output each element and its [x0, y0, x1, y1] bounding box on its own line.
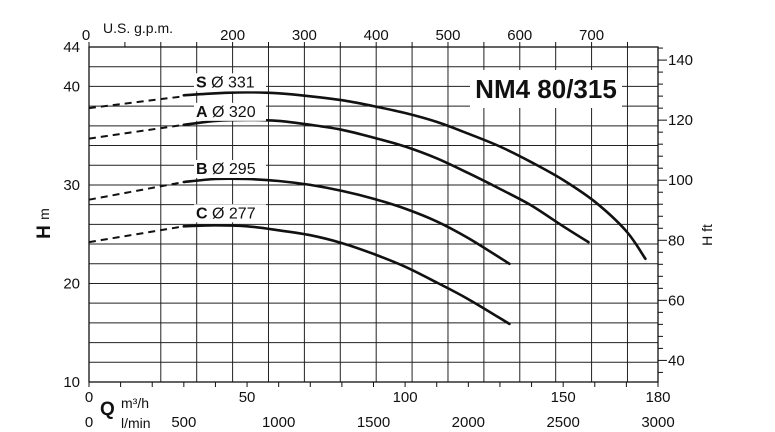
x-tick-label-m3h: 50 — [239, 389, 256, 406]
x-unit-usgpm: U.S. g.p.m. — [103, 20, 173, 36]
x-tick-label-usgpm: 400 — [364, 27, 389, 44]
x-tick-label-m3h: 0 — [85, 389, 93, 406]
y-tick-label-m: 30 — [63, 177, 80, 194]
y-right-axis-label: H ft — [699, 224, 715, 246]
y-tick-label-ft: 40 — [668, 352, 685, 369]
y-tick-label-ft: 120 — [668, 112, 693, 129]
curve-extension-s — [88, 95, 184, 110]
curve-diameter: Ø 331 — [207, 74, 255, 91]
curve-extension-c — [88, 225, 184, 244]
y-tick-label-m: 10 — [63, 374, 80, 391]
curves: S Ø 331 A Ø 320 B Ø 295 C Ø 277 — [88, 73, 647, 326]
x-tick-label-m3h: 100 — [393, 389, 418, 406]
x-tick-label-lmin: 0 — [85, 414, 93, 431]
curve-diameter: Ø 295 — [208, 161, 256, 178]
y-tick-label-ft: 80 — [668, 232, 685, 249]
curve-label-background — [194, 159, 266, 178]
x-tick-label-lmin: 2500 — [546, 414, 579, 431]
title-box: NM4 80/315 — [470, 70, 622, 108]
curve-letter: C — [196, 205, 208, 222]
curve-diameter: Ø 277 — [208, 205, 256, 222]
y-tick-label-m: 20 — [63, 275, 80, 292]
y-tick-label-m: 44 — [63, 39, 80, 56]
x-tick-label-lmin: 500 — [171, 414, 196, 431]
x-tick-label-lmin: 3000 — [641, 414, 674, 431]
x-tick-label-lmin: 1500 — [357, 414, 390, 431]
x-tick-label-usgpm: 600 — [507, 27, 532, 44]
curve-a — [182, 118, 590, 244]
chart-title: NM4 80/315 — [475, 74, 617, 104]
x-tick-label-lmin: 1000 — [262, 414, 295, 431]
y-tick-label-ft: 140 — [668, 52, 693, 69]
x-tick-label-usgpm: 700 — [579, 27, 604, 44]
y-tick-label-m: 40 — [63, 78, 80, 95]
curve-diameter: Ø 320 — [208, 104, 256, 121]
curve-label-c: C Ø 277 — [196, 205, 256, 222]
curve-c — [182, 223, 511, 326]
y-tick-label-ft: 100 — [668, 172, 693, 189]
y-axis-unit: m — [36, 208, 52, 220]
curve-letter: B — [196, 161, 208, 178]
x-tick-label-usgpm: 0 — [82, 27, 90, 44]
x-unit-m3h: m³/h — [121, 395, 149, 411]
curve-extension-a — [88, 123, 184, 140]
curve-label-background — [194, 102, 266, 121]
x-tick-label-usgpm: 300 — [292, 27, 317, 44]
curve-label-background — [194, 73, 266, 92]
x-unit-lmin: l/min — [121, 415, 151, 431]
x-tick-label-m3h: 180 — [645, 389, 670, 406]
y-tick-label-ft: 60 — [668, 292, 685, 309]
x-tick-label-m3h: 150 — [551, 389, 576, 406]
x-axis-label: Q — [100, 399, 115, 420]
x-tick-label-usgpm: 500 — [435, 27, 460, 44]
curve-letter: A — [196, 104, 208, 121]
curve-label-s: S Ø 331 — [196, 74, 255, 91]
x-tick-label-usgpm: 200 — [220, 27, 245, 44]
curve-b — [182, 177, 511, 266]
curve-label-background — [194, 204, 266, 223]
title-background — [470, 70, 622, 108]
curve-letter: S — [196, 74, 207, 91]
x-tick-label-lmin: 2000 — [452, 414, 485, 431]
curve-label-a: A Ø 320 — [196, 104, 256, 121]
curve-s — [182, 90, 647, 261]
y-axis-label: H — [34, 225, 55, 239]
curve-extension-b — [88, 181, 184, 201]
curve-label-b: B Ø 295 — [196, 161, 256, 178]
